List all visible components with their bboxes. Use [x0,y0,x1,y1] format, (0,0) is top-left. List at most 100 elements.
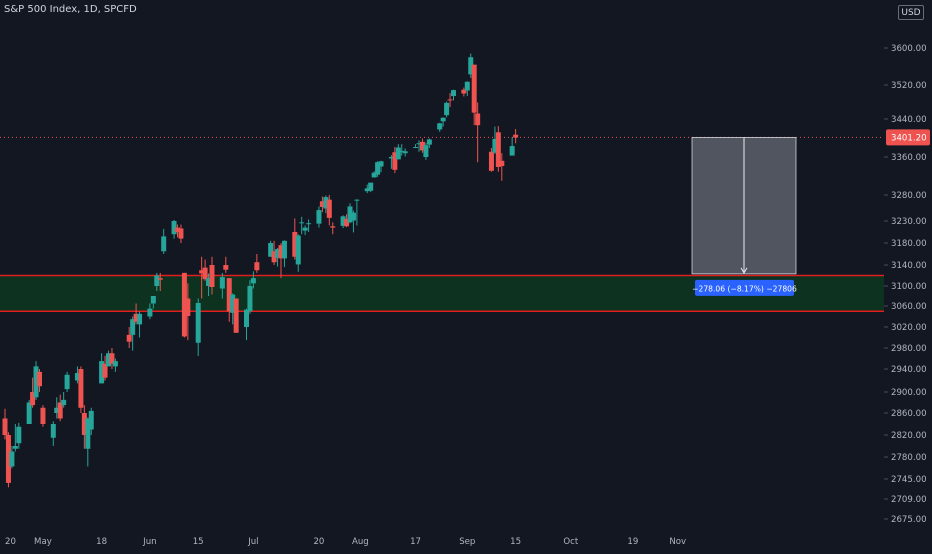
candle[interactable] [371,172,377,178]
candle[interactable] [112,361,118,367]
candle[interactable] [271,251,277,263]
candle[interactable] [364,188,370,192]
candle[interactable] [395,147,401,160]
candle[interactable] [378,161,384,167]
candle[interactable] [326,199,332,218]
candle[interactable] [57,402,63,419]
candle[interactable] [388,157,394,159]
candle[interactable] [150,296,156,304]
candle[interactable] [199,270,205,274]
candle[interactable] [392,152,398,170]
candle[interactable] [195,303,201,343]
candle[interactable] [513,134,519,138]
candle[interactable] [299,222,305,224]
candle[interactable] [250,278,256,284]
candle[interactable] [54,407,60,413]
candle[interactable] [102,363,108,378]
candle[interactable] [175,227,180,232]
candle[interactable] [26,402,32,425]
candle[interactable] [181,272,187,337]
candle[interactable] [471,64,477,113]
candle[interactable] [440,117,446,122]
candle[interactable] [423,145,429,157]
candle[interactable] [295,235,301,265]
currency-button[interactable]: USD [898,5,924,20]
candle[interactable] [137,313,143,325]
candle[interactable] [468,57,474,75]
candle[interactable] [375,162,381,175]
candle[interactable] [109,353,115,364]
candle[interactable] [219,277,225,289]
candle[interactable] [416,143,422,145]
candle[interactable] [16,426,22,444]
candle[interactable] [302,227,308,231]
candle[interactable] [419,141,425,151]
candle[interactable] [399,150,405,152]
candle[interactable] [230,294,236,313]
candle[interactable] [12,446,18,449]
candle[interactable] [292,232,298,257]
candle[interactable] [81,413,87,435]
candle[interactable] [509,146,515,156]
candle[interactable] [226,278,232,312]
candle[interactable] [492,138,498,153]
candle[interactable] [106,353,111,367]
candle[interactable] [126,334,132,342]
candle[interactable] [368,182,374,191]
candle[interactable] [461,89,467,94]
candle[interactable] [233,298,239,333]
candle[interactable] [495,132,501,167]
candle[interactable] [78,369,84,408]
candle[interactable] [413,147,419,149]
candle[interactable] [281,240,287,259]
candle[interactable] [330,226,336,228]
candle[interactable] [64,374,70,390]
candle[interactable] [185,298,191,316]
candle[interactable] [2,418,8,436]
candle[interactable] [451,90,456,97]
candle[interactable] [316,210,322,224]
candle[interactable] [154,275,160,287]
candle[interactable] [40,407,46,424]
candle[interactable] [344,218,350,227]
candle[interactable] [350,212,356,221]
candle[interactable] [254,262,260,271]
candle[interactable] [202,267,208,280]
candle[interactable] [147,308,153,317]
candle[interactable] [444,102,450,116]
candle[interactable] [9,451,15,467]
candle[interactable] [488,151,494,171]
candle[interactable] [223,265,229,270]
candle[interactable] [209,265,215,287]
candle[interactable] [161,236,167,252]
candle[interactable] [319,201,325,207]
candle[interactable] [244,309,249,327]
candle[interactable] [133,313,139,322]
candle[interactable] [437,123,443,130]
candle[interactable] [275,249,281,258]
candle[interactable] [426,139,432,145]
candle[interactable] [99,361,105,384]
candle[interactable] [278,245,284,259]
candle[interactable] [347,206,353,223]
candle[interactable] [50,424,56,438]
candle[interactable] [33,366,39,398]
candle[interactable] [157,278,163,280]
candle[interactable] [475,113,481,126]
candle[interactable] [499,160,505,167]
candle[interactable] [340,216,346,226]
candle[interactable] [130,319,136,335]
candle[interactable] [464,81,470,91]
candle[interactable] [247,286,253,312]
candle[interactable] [206,278,212,286]
candle[interactable] [402,151,408,154]
candle[interactable] [61,399,67,406]
candle[interactable] [178,228,184,239]
candle[interactable] [447,99,453,101]
candle[interactable] [5,435,11,483]
candle[interactable] [85,418,91,449]
candle[interactable] [354,199,360,201]
candle[interactable] [306,223,312,225]
